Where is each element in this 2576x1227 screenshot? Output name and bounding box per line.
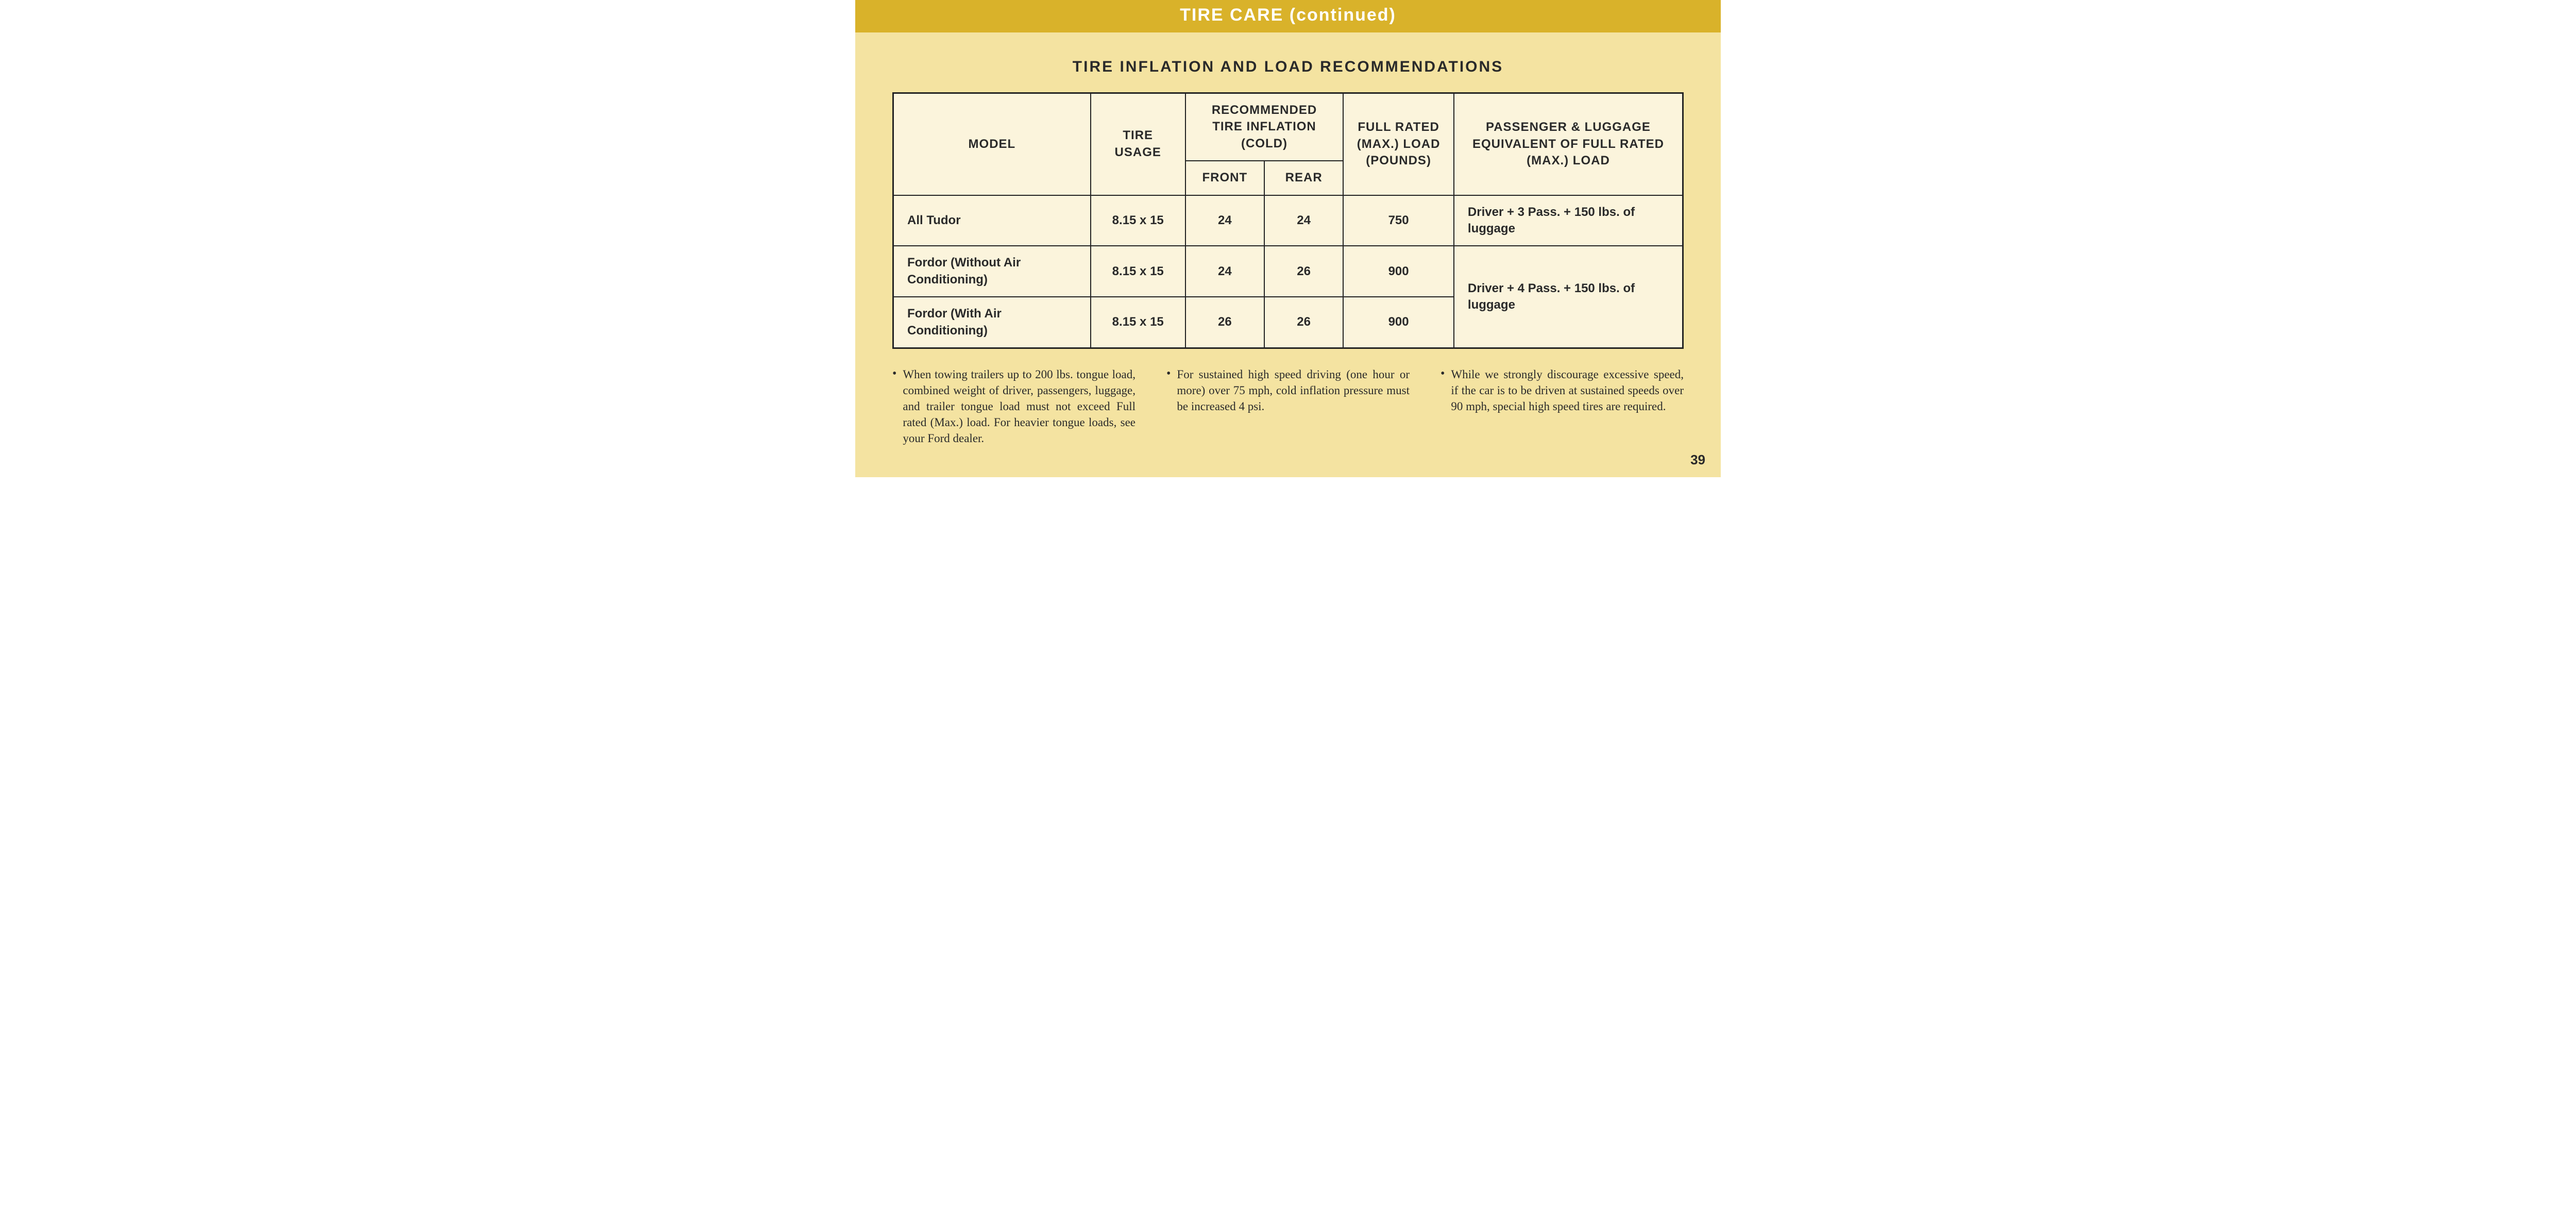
note-text: When towing trailers up to 200 lbs. tong… bbox=[903, 366, 1136, 446]
cell-usage: 8.15 x 15 bbox=[1091, 297, 1185, 348]
cell-front: 24 bbox=[1185, 195, 1264, 246]
table-body: All Tudor 8.15 x 15 24 24 750 Driver + 3… bbox=[893, 195, 1683, 348]
cell-model: Fordor (With Air Conditioning) bbox=[893, 297, 1091, 348]
th-equiv: PASSENGER & LUGGAGE EQUIVALENT OF FULL R… bbox=[1454, 93, 1683, 195]
cell-front: 26 bbox=[1185, 297, 1264, 348]
th-inflation-group: RECOMMENDED TIRE INFLATION (COLD) bbox=[1185, 93, 1344, 161]
cell-rear: 24 bbox=[1264, 195, 1343, 246]
page-number: 39 bbox=[1690, 452, 1705, 468]
table-title: TIRE INFLATION AND LOAD RECOMMENDATIONS bbox=[892, 58, 1684, 76]
table-row: All Tudor 8.15 x 15 24 24 750 Driver + 3… bbox=[893, 195, 1683, 246]
th-model: MODEL bbox=[893, 93, 1091, 195]
table-header: MODEL TIRE USAGE RECOMMENDED TIRE INFLAT… bbox=[893, 93, 1683, 195]
cell-load: 900 bbox=[1343, 297, 1454, 348]
cell-load: 900 bbox=[1343, 246, 1454, 297]
cell-rear: 26 bbox=[1264, 246, 1343, 297]
th-usage: TIRE USAGE bbox=[1091, 93, 1185, 195]
manual-page: TIRE CARE (continued) TIRE INFLATION AND… bbox=[855, 0, 1721, 477]
cell-usage: 8.15 x 15 bbox=[1091, 195, 1185, 246]
bullet-icon: • bbox=[1166, 366, 1171, 446]
cell-usage: 8.15 x 15 bbox=[1091, 246, 1185, 297]
note-item: • While we strongly discourage excessive… bbox=[1440, 366, 1684, 446]
table-row: Fordor (Without Air Conditioning) 8.15 x… bbox=[893, 246, 1683, 297]
th-rear: REAR bbox=[1264, 161, 1343, 195]
cell-equiv: Driver + 3 Pass. + 150 lbs. of luggage bbox=[1454, 195, 1683, 246]
th-load: FULL RATED (MAX.) LOAD (POUNDS) bbox=[1343, 93, 1454, 195]
cell-rear: 26 bbox=[1264, 297, 1343, 348]
notes-row: • When towing trailers up to 200 lbs. to… bbox=[892, 366, 1684, 446]
cell-front: 24 bbox=[1185, 246, 1264, 297]
header-band: TIRE CARE (continued) bbox=[855, 0, 1721, 32]
note-item: • For sustained high speed driving (one … bbox=[1166, 366, 1410, 446]
cell-model: All Tudor bbox=[893, 195, 1091, 246]
cell-equiv: Driver + 4 Pass. + 150 lbs. of luggage bbox=[1454, 246, 1683, 348]
note-text: While we strongly discourage excessive s… bbox=[1451, 366, 1684, 446]
content-area: TIRE INFLATION AND LOAD RECOMMENDATIONS … bbox=[855, 32, 1721, 446]
bullet-icon: • bbox=[1440, 366, 1445, 446]
note-item: • When towing trailers up to 200 lbs. to… bbox=[892, 366, 1136, 446]
header-title: TIRE CARE (continued) bbox=[1180, 5, 1396, 25]
cell-load: 750 bbox=[1343, 195, 1454, 246]
bullet-icon: • bbox=[892, 366, 896, 446]
cell-model: Fordor (Without Air Conditioning) bbox=[893, 246, 1091, 297]
th-front: FRONT bbox=[1185, 161, 1264, 195]
tire-inflation-table: MODEL TIRE USAGE RECOMMENDED TIRE INFLAT… bbox=[892, 92, 1684, 349]
note-text: For sustained high speed driving (one ho… bbox=[1177, 366, 1410, 446]
